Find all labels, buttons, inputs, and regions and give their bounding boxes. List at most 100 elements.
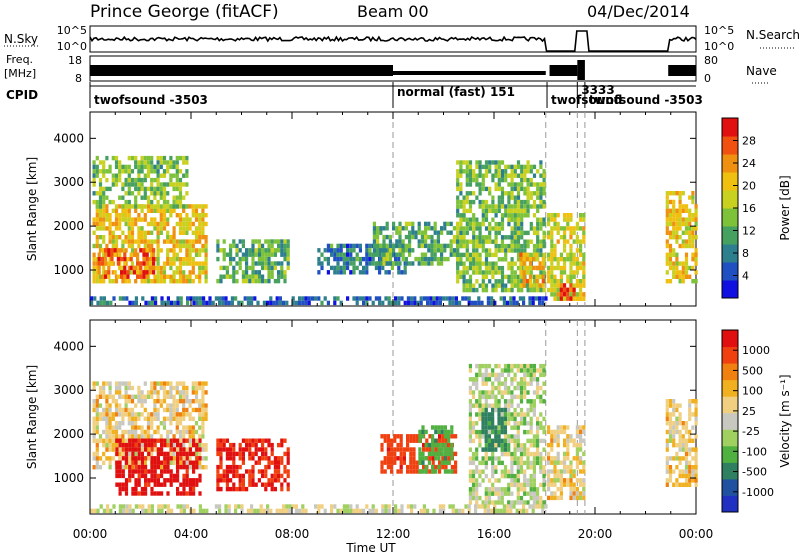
- colorbar-swatch: [722, 118, 738, 137]
- cpid-label: CPID: [6, 88, 38, 102]
- freq-band-1: [393, 71, 546, 75]
- colorbar-label: Velocity [m s⁻¹]: [778, 374, 792, 467]
- velocity-region-1: [115, 438, 202, 496]
- colorbar-tick-label: 12: [742, 225, 756, 238]
- colorbar-swatch: [722, 136, 738, 155]
- colorbar-swatch: [722, 330, 738, 348]
- freq-band-2: [549, 65, 578, 76]
- colorbar-swatch: [722, 226, 738, 245]
- velocity-ytick-label: 2000: [53, 427, 84, 441]
- colorbar-tick-label: 100: [742, 385, 763, 398]
- colorbar-swatch: [722, 445, 738, 463]
- colorbar-tick-label: 25: [742, 405, 756, 418]
- velocity-ytick-label: 3000: [53, 383, 84, 397]
- power-region-1: [92, 155, 189, 209]
- freq-tick-bottom: 8: [75, 72, 82, 85]
- power-region-5: [372, 221, 460, 266]
- colorbar-tick-label: 1000: [742, 344, 770, 357]
- colorbar-swatch: [722, 154, 738, 173]
- power-region-8: [547, 213, 586, 301]
- xtick-label: 08:00: [275, 527, 310, 541]
- colorbar-swatch: [722, 363, 738, 381]
- velocity-region-8: [665, 399, 698, 487]
- power-region-11: [90, 296, 548, 306]
- nsky-tick-bottom: 10^0: [57, 40, 87, 53]
- xtick-label: 00:00: [679, 527, 714, 541]
- colorbar-tick-label: 8: [742, 247, 749, 260]
- date-title: 04/Dec/2014: [587, 2, 690, 21]
- colorbar-tick-label: 4: [742, 270, 749, 283]
- velocity-ytick-label: 1000: [53, 471, 84, 485]
- colorbar-tick-label: -25: [742, 425, 760, 438]
- nsky-tick-top: 10^5: [57, 24, 87, 37]
- velocity-ytick-label: 4000: [53, 339, 84, 353]
- colorbar-tick-label: 500: [742, 364, 763, 377]
- cpid-segment-label: twofsound -3503: [589, 93, 703, 107]
- freq-unit: [MHz]: [4, 67, 36, 80]
- colorbar-swatch: [722, 346, 738, 364]
- power-ytick-label: 4000: [53, 131, 84, 145]
- colorbar-swatch: [722, 379, 738, 397]
- colorbar-swatch: [722, 396, 738, 414]
- nave-tick-bottom: 0: [704, 72, 711, 85]
- power-region-10: [665, 191, 698, 284]
- colorbar-tick-label: 24: [742, 157, 756, 170]
- power-region-3: [216, 239, 290, 284]
- colorbar-swatch: [722, 190, 738, 209]
- power-region-9: [559, 283, 576, 301]
- nsky-trace: [89, 30, 697, 52]
- nsearch-tick-top: 10^5: [704, 24, 734, 37]
- velocity-region-6: [481, 407, 507, 452]
- xtick-label: 12:00: [376, 527, 411, 541]
- colorbar-swatch: [722, 429, 738, 447]
- colorbar-tick-label: -500: [742, 466, 767, 479]
- nsky-label: N.Sky: [4, 32, 38, 46]
- nave-label: Nave: [746, 64, 777, 78]
- colorbar-swatch: [722, 462, 738, 480]
- colorbar-tick-label: 16: [742, 202, 756, 215]
- xtick-label: 04:00: [174, 527, 209, 541]
- xtick-label: 20:00: [578, 527, 613, 541]
- velocity-region-4: [418, 425, 454, 474]
- xtick-label: 16:00: [477, 527, 512, 541]
- colorbar-swatch: [722, 478, 738, 496]
- power-region-2: [97, 248, 156, 279]
- colorbar-swatch: [722, 280, 738, 299]
- colorbar-tick-label: -100: [742, 445, 767, 458]
- velocity-panel: 1000 2000 3000 4000 Slant Range [km]: [25, 319, 698, 515]
- freq-label: Freq.: [6, 53, 33, 66]
- velocity-ylabel: Slant Range [km]: [25, 365, 39, 469]
- colorbar-swatch: [722, 495, 738, 513]
- cpid-segment-label: normal (fast) 151: [397, 85, 515, 99]
- power-panel: 1000 2000 3000 4000 Slant Range [km]: [25, 111, 698, 307]
- nsearch-label: N.Search: [746, 28, 800, 42]
- freq-band-0: [90, 65, 393, 76]
- freq-tick-top: 18: [68, 54, 82, 67]
- cpid-segment-label: twofsound -3503: [94, 93, 208, 107]
- velocity-region-2: [216, 438, 290, 492]
- colorbar-swatch: [722, 244, 738, 263]
- xtick-label: 00:00: [73, 527, 108, 541]
- power-ylabel: Slant Range [km]: [25, 157, 39, 261]
- colorbar-tick-label: -1000: [742, 486, 774, 499]
- velocity-region-9: [90, 504, 548, 514]
- colorbar-swatch: [722, 208, 738, 227]
- colorbar-tick-label: 20: [742, 180, 756, 193]
- colorbar-swatch: [722, 412, 738, 430]
- power-ytick-label: 2000: [53, 219, 84, 233]
- freq-trace: [90, 60, 696, 80]
- nave-tick-top: 80: [704, 54, 718, 67]
- freq-band-4: [668, 65, 696, 76]
- cpid-segment-label: 3333: [581, 83, 614, 97]
- freq-band-3: [577, 60, 585, 80]
- colorbar-swatch: [722, 262, 738, 281]
- power-ytick-label: 3000: [53, 175, 84, 189]
- power-colorbar: 28 24 20 16 12 8 4 Power [dB]: [721, 117, 792, 299]
- power-region-6: [456, 160, 546, 293]
- colorbar-tick-label: 28: [742, 135, 756, 148]
- nsearch-tick-bottom: 10^0: [704, 40, 734, 53]
- beam-title: Beam 00: [357, 2, 429, 21]
